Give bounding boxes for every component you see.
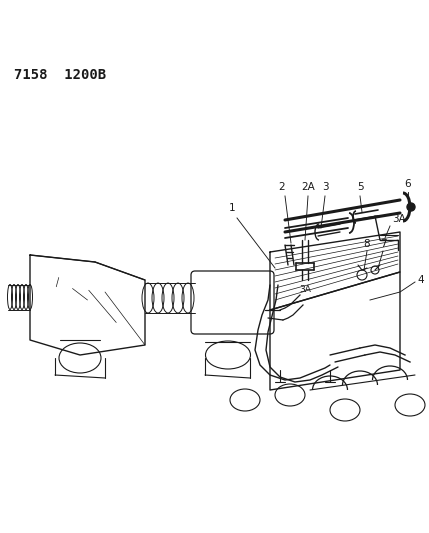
Text: 3A: 3A	[299, 285, 311, 294]
Text: 2: 2	[279, 182, 285, 192]
Text: 6: 6	[405, 179, 411, 189]
Text: 7: 7	[380, 239, 386, 249]
Text: 8: 8	[364, 239, 370, 249]
Text: 5: 5	[356, 182, 363, 192]
Text: 1: 1	[229, 203, 236, 213]
Text: 3: 3	[322, 182, 328, 192]
Circle shape	[407, 203, 415, 211]
Text: 7158  1200B: 7158 1200B	[14, 68, 106, 82]
Text: 3A: 3A	[392, 214, 406, 224]
Text: 4: 4	[417, 275, 423, 285]
Text: 2A: 2A	[301, 182, 315, 192]
